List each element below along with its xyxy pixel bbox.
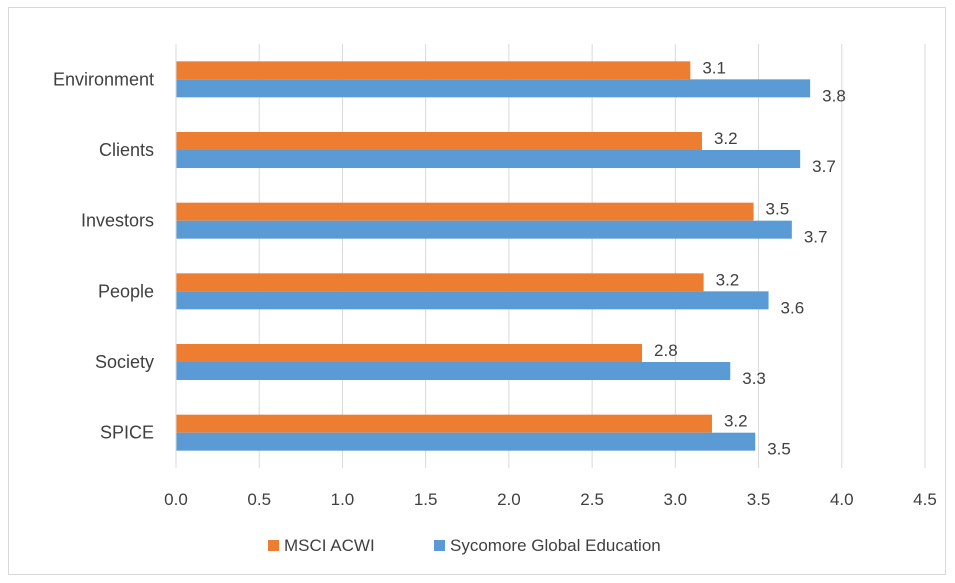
data-label: 3.2 <box>716 270 740 289</box>
data-label: 3.2 <box>724 412 748 431</box>
x-tick-label: 3.5 <box>747 490 771 509</box>
x-tick-label: 3.0 <box>664 490 688 509</box>
data-label: 3.5 <box>766 200 790 219</box>
data-labels: 3.1 3.8 3.2 3.7 3.5 3.7 3.2 3.6 2.8 3.3 3.2 3.5 <box>654 58 846 458</box>
gridlines <box>258 44 926 468</box>
x-tick-label: 0.5 <box>247 490 271 509</box>
legend-label: MSCI ACWI <box>284 536 375 555</box>
bar-sycomore-global-education <box>176 291 769 310</box>
data-label: 2.8 <box>654 341 678 360</box>
bar-msci-acwi <box>176 202 754 221</box>
bar-msci-acwi <box>176 61 691 80</box>
category-labels: Environment Clients Investors People Society… <box>53 69 154 442</box>
bar-msci-acwi <box>176 414 712 433</box>
bars <box>176 61 811 451</box>
bar-sycomore-global-education <box>176 432 756 451</box>
x-tick-label: 2.0 <box>497 490 521 509</box>
data-label: 3.3 <box>742 369 766 388</box>
bar-sycomore-global-education <box>176 362 731 380</box>
bar-msci-acwi <box>176 132 702 150</box>
category-label: Environment <box>53 69 154 89</box>
legend-swatch <box>268 540 279 551</box>
data-label: 3.7 <box>812 157 836 176</box>
bar-sycomore-global-education <box>176 79 811 98</box>
data-label: 3.6 <box>781 298 805 317</box>
data-label: 3.5 <box>767 440 791 459</box>
bar-msci-acwi <box>176 273 704 292</box>
x-tick-label: 4.5 <box>913 490 937 509</box>
legend-swatch <box>434 540 445 551</box>
legend-label: Sycomore Global Education <box>450 536 661 555</box>
x-tick-label: 0.0 <box>164 490 188 509</box>
bar-sycomore-global-education <box>176 220 792 239</box>
data-label: 3.1 <box>702 58 726 77</box>
x-tick-label: 1.5 <box>414 490 438 509</box>
x-tick-label: 2.5 <box>580 490 604 509</box>
data-label: 3.2 <box>714 129 738 148</box>
category-label: Society <box>95 352 154 372</box>
category-label: Investors <box>81 211 154 231</box>
x-tick-label: 4.0 <box>830 490 854 509</box>
data-label: 3.7 <box>804 228 828 247</box>
category-label: People <box>98 281 154 301</box>
legend: MSCI ACWI Sycomore Global Education <box>268 536 661 555</box>
bar-msci-acwi <box>176 344 643 362</box>
x-tick-label: 1.0 <box>331 490 355 509</box>
x-axis-tick-labels: 0.0 0.5 1.0 1.5 2.0 2.5 3.0 3.5 4.0 4.5 <box>164 490 937 509</box>
category-label: Clients <box>99 140 154 160</box>
data-label: 3.8 <box>822 86 846 105</box>
bar-sycomore-global-education <box>176 150 801 168</box>
category-label: SPICE <box>100 423 154 443</box>
